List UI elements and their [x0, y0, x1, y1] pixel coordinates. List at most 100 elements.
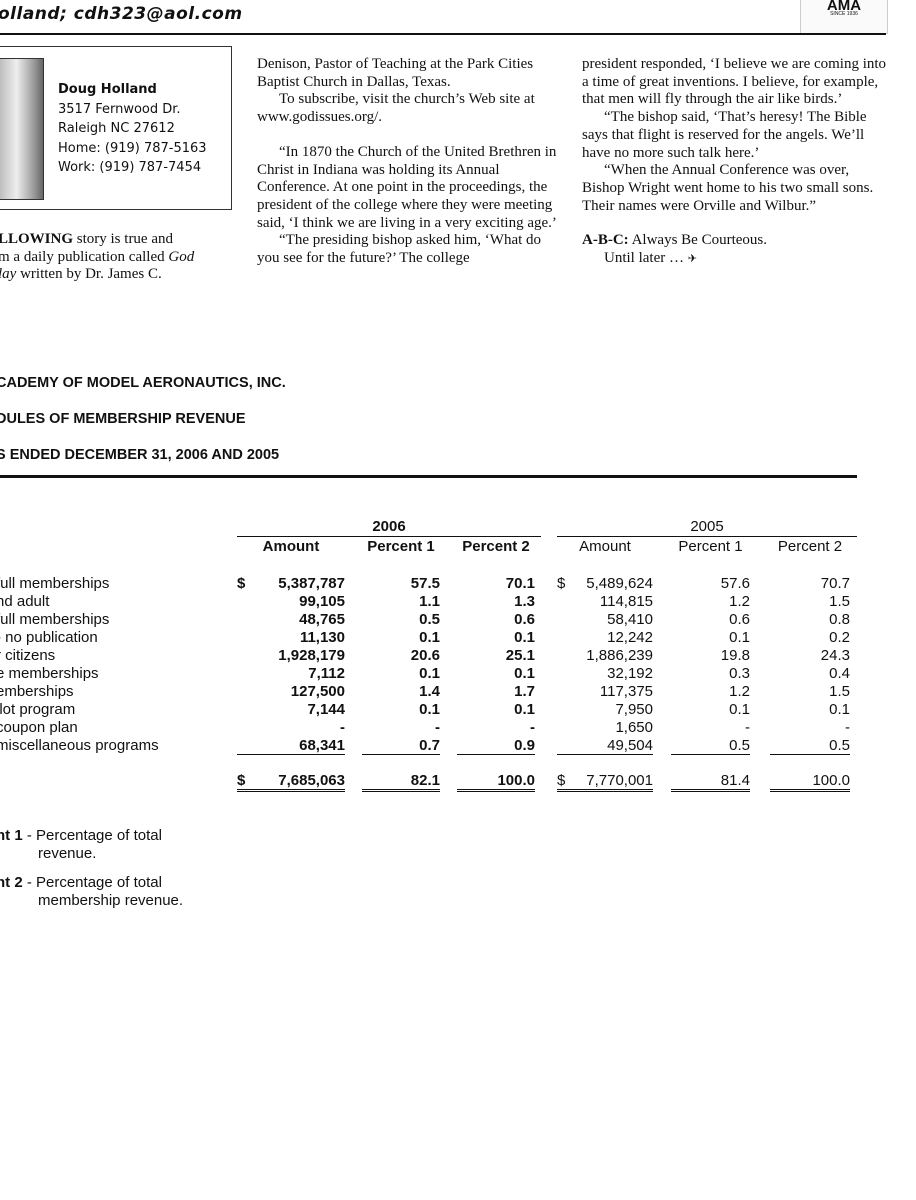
table-cell: 0.1 — [829, 701, 850, 718]
table-cell: 68,341 — [237, 737, 345, 755]
table-cell: 99,105 — [299, 593, 345, 610]
paragraph: president responded, ‘I believe we are c… — [582, 56, 887, 108]
table-cell: 1,650 — [615, 719, 653, 736]
table-cell: 1,928,179 — [278, 647, 345, 664]
table-cell: 1.1 — [419, 593, 440, 610]
table-cell: 5,387,787 — [278, 575, 345, 592]
contact-name: Doug Holland — [58, 82, 157, 97]
table-cell: 0.5 — [671, 737, 750, 755]
paragraph: Denison, Pastor of Teaching at the Park … — [257, 56, 534, 90]
currency-sign: $ — [557, 575, 566, 592]
table-cell: 11,130 — [299, 629, 345, 646]
table-cell: 7,950 — [615, 701, 653, 718]
abc-bold: A-B-C: — [582, 232, 629, 249]
table-cell: - — [340, 719, 345, 736]
table-cell: 49,504 — [557, 737, 653, 755]
row-label: nd adult — [0, 593, 50, 610]
paragraph: To subscribe, visit the church’s Web sit… — [257, 91, 535, 126]
logo-text: AMA — [826, 0, 862, 14]
table-cell: 57.6 — [720, 575, 750, 592]
table-cell: 19.8 — [720, 647, 750, 664]
author-byline: olland; cdh323@aol.com — [0, 4, 243, 24]
col1-text: m a daily publication called — [0, 248, 169, 265]
paragraph: “In 1870 the Church of the United Brethr… — [257, 143, 557, 231]
article-col1: LLOWING story is true and m a daily publ… — [0, 231, 228, 284]
article-col3: president responded, ‘I believe we are c… — [582, 56, 892, 269]
year-2006: 2006 — [372, 518, 406, 535]
table-cell: 1.4 — [419, 683, 440, 700]
footnote: nt 1 - Percentage of total revenue. — [0, 827, 162, 863]
paragraph: “When the Annual Conference was over, Bi… — [582, 162, 874, 214]
table-cell: 48,765 — [299, 611, 345, 628]
table-cell: 57.5 — [410, 575, 440, 592]
report-title: CADEMY OF MODEL AERONAUTICS, INC. — [0, 375, 286, 391]
column-header: Percent 2 — [777, 538, 843, 555]
row-label: full memberships — [0, 611, 110, 628]
lead-bold: LLOWING — [0, 231, 74, 247]
table-cell: 117,375 — [599, 683, 653, 700]
table-cell: 127,500 — [290, 683, 345, 700]
table-cell: 1.2 — [729, 683, 750, 700]
column-header: Amount — [262, 538, 320, 555]
col1-text: written by Dr. James C. — [16, 266, 162, 283]
table-cell: 32,192 — [607, 665, 653, 682]
total-cell: 7,770,001 — [557, 772, 653, 792]
header-rule — [0, 33, 886, 35]
total-cell: 100.0 — [457, 772, 535, 792]
footnote-text: - Percentage of total — [22, 827, 162, 844]
footnote: nt 2 - Percentage of total membership rev… — [0, 874, 183, 910]
footnote-text: - Percentage of total — [22, 874, 162, 891]
table-cell: 70.1 — [505, 575, 535, 592]
table-cell: 70.7 — [820, 575, 850, 592]
col1-italic: God — [168, 248, 195, 265]
table-cell: 0.6 — [514, 611, 535, 628]
logo-sub: SINCE 1936 — [830, 11, 858, 17]
column-header: Amount — [579, 538, 631, 555]
table-cell: 0.1 — [514, 629, 535, 646]
year-rule — [557, 536, 857, 537]
table-cell: 0.3 — [729, 665, 750, 682]
signoff: Until later … — [604, 250, 684, 267]
table-cell: 1.2 — [729, 593, 750, 610]
table-cell: 0.5 — [770, 737, 850, 755]
row-label: e memberships — [0, 665, 99, 682]
column-header: Percent 1 — [367, 538, 435, 555]
currency-sign: $ — [237, 575, 246, 592]
table-cell: - — [845, 719, 850, 736]
table-cell: 20.6 — [410, 647, 440, 664]
table-cell: 0.4 — [829, 665, 850, 682]
column-header: Percent 1 — [678, 538, 743, 555]
contact-city: Raleigh NC 27612 — [58, 121, 175, 136]
report-subtitle: DULES OF MEMBERSHIP REVENUE — [0, 411, 246, 427]
table-cell: 1,886,239 — [586, 647, 653, 664]
row-label: ilot program — [0, 701, 76, 718]
col1-italic: lay — [0, 266, 17, 283]
footnote-cont: revenue. — [38, 845, 97, 862]
table-cell: 0.7 — [362, 737, 440, 755]
table-cell: 0.1 — [514, 701, 535, 718]
table-cell: 0.9 — [457, 737, 535, 755]
contact-address: 3517 Fernwood Dr. — [58, 101, 181, 117]
table-cell: 1.3 — [514, 593, 535, 610]
contact-work: Work: (919) 787-7454 — [58, 160, 202, 175]
table-cell: 0.1 — [729, 629, 750, 646]
table-cell: 25.1 — [505, 647, 535, 664]
table-cell: 7,112 — [308, 665, 345, 682]
year-2005: 2005 — [690, 518, 724, 535]
row-label: - no publication — [0, 629, 98, 646]
abc-text: Always Be Courteous. — [628, 232, 767, 249]
table-cell: 5,489,624 — [586, 575, 653, 592]
table-cell: 0.1 — [419, 629, 440, 646]
row-label: coupon plan — [0, 719, 78, 736]
ama-plane-icon: ✈ — [687, 253, 697, 266]
table-cell: 0.1 — [419, 665, 440, 682]
table-cell: 7,144 — [307, 701, 345, 718]
footnote-cont: membership revenue. — [38, 892, 184, 909]
table-cell: 12,242 — [607, 629, 653, 646]
contact-info: Doug Holland 3517 Fernwood Dr. Raleigh N… — [58, 80, 207, 178]
row-label: emberships — [0, 683, 74, 700]
author-photo — [0, 58, 44, 200]
table-cell: 114,815 — [599, 593, 653, 610]
